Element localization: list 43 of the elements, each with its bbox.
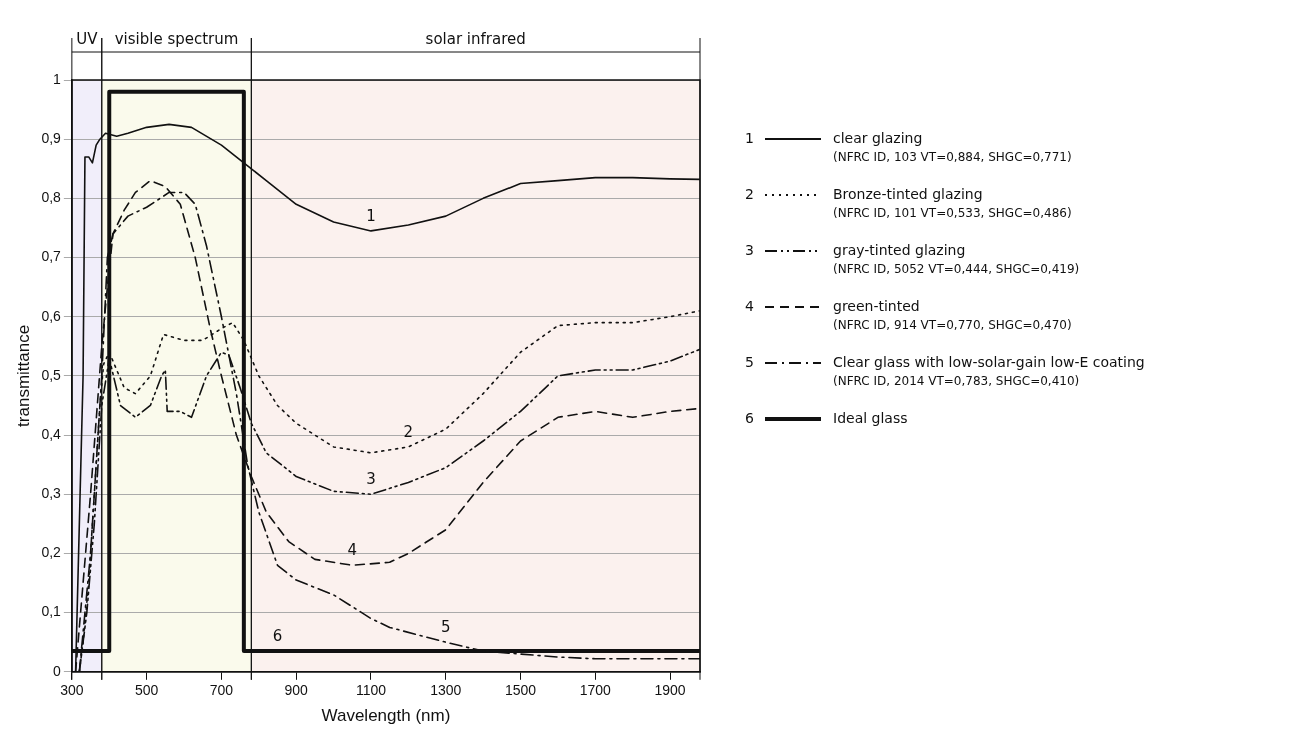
legend-label: green-tinted (NFRC ID, 914 VT=0,770, SHGC=0,470) bbox=[833, 298, 1072, 332]
y-tick-label: 0,8 bbox=[41, 189, 62, 206]
text: 5 bbox=[745, 354, 754, 370]
y-tick-label: 0,6 bbox=[41, 307, 62, 324]
x-tick-label: 1900 bbox=[654, 682, 686, 699]
annotation: 5 bbox=[440, 618, 451, 637]
y-axis-title: transmittance bbox=[13, 324, 33, 427]
y-tick-label: 0,1 bbox=[41, 603, 62, 620]
x-tick-label: 1700 bbox=[579, 682, 612, 699]
y-tick-label: 0,5 bbox=[41, 366, 62, 383]
legend-label: gray-tinted glazing (NFRC ID, 5052 VT=0,444, SHGC=0,419) bbox=[833, 242, 1080, 276]
y-tick-label: 1 bbox=[53, 70, 62, 87]
text: 2 bbox=[745, 186, 754, 202]
y-tick-label: 0,3 bbox=[41, 485, 62, 502]
text: 6 bbox=[745, 410, 754, 426]
x-tick-label: 500 bbox=[134, 682, 159, 699]
y-tick-label: 0,2 bbox=[41, 544, 62, 561]
x-tick-label: 1300 bbox=[430, 682, 462, 699]
annotation: 4 bbox=[347, 541, 358, 560]
text: 3 bbox=[745, 242, 754, 258]
band-label: solar infrared bbox=[425, 30, 526, 49]
y-tick-label: 0,7 bbox=[41, 248, 62, 265]
band-label: visible spectrum bbox=[114, 30, 239, 49]
x-tick-label: 300 bbox=[60, 682, 84, 699]
annotation: 3 bbox=[366, 470, 376, 489]
band-label: UV bbox=[76, 30, 99, 49]
y-tick-label: 0,9 bbox=[41, 130, 62, 147]
annotation: 2 bbox=[403, 422, 414, 441]
legend-label: clear glazing (NFRC ID, 103 VT=0,884, SHGC=0,771) bbox=[833, 130, 1072, 164]
annotation: 1 bbox=[366, 206, 376, 225]
text: 1 bbox=[745, 130, 754, 146]
legend-label: Clear glass with low-solar-gain low-E coating (NFRC ID, 2014 VT=0,783, SHGC=0,410) bbox=[833, 354, 1145, 388]
x-axis-title: Wavelength (nm) bbox=[321, 706, 451, 726]
legend-label: Ideal glass bbox=[833, 410, 908, 426]
text: 4 bbox=[745, 298, 754, 314]
x-tick-label: 1100 bbox=[355, 682, 387, 699]
x-tick-label: 900 bbox=[284, 682, 309, 699]
y-tick-label: 0 bbox=[53, 662, 62, 679]
y-tick-label: 0,4 bbox=[41, 425, 62, 442]
annotation: 6 bbox=[272, 626, 283, 645]
x-tick-label: 700 bbox=[209, 682, 234, 699]
x-tick-label: 1500 bbox=[504, 682, 537, 699]
legend-label: Bronze-tinted glazing (NFRC ID, 101 VT=0,533, SHGC=0,486) bbox=[833, 186, 1072, 220]
